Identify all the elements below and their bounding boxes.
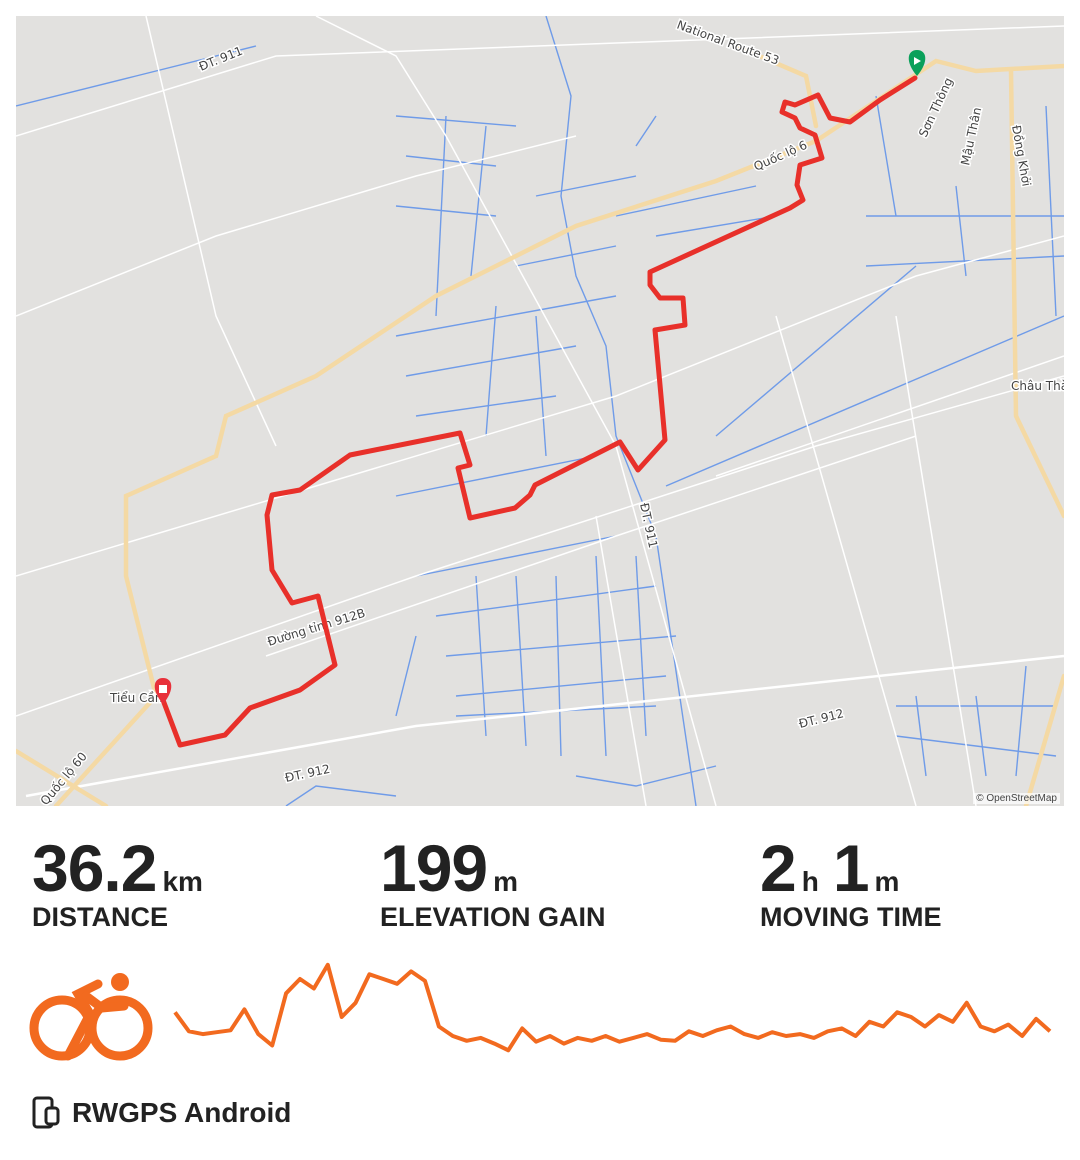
route-line: [160, 75, 918, 748]
canal: [665, 315, 1064, 487]
stat-label: MOVING TIME: [760, 902, 942, 932]
canal: [915, 695, 927, 777]
canal: [395, 635, 417, 717]
stat-unit: h: [801, 866, 819, 897]
stat-value: 36.2: [32, 831, 157, 905]
elevation-line: [173, 962, 1052, 1053]
map-label: ĐT. 912: [797, 706, 845, 731]
cycling-icon: [29, 973, 153, 1061]
device-info: RWGPS Android: [32, 1096, 291, 1130]
canal: [285, 785, 397, 806]
canal: [635, 555, 647, 737]
canal: [16, 45, 257, 107]
canal: [635, 115, 657, 147]
canal: [405, 345, 577, 377]
canal: [435, 585, 657, 617]
canal: [395, 115, 517, 127]
canal: [545, 16, 697, 806]
stat-label: ELEVATION GAIN: [380, 902, 606, 932]
stat-value: 1: [832, 831, 870, 905]
elevation-profile: [173, 962, 1052, 1053]
stat-unit: km: [162, 866, 203, 897]
map-label: ĐT. 911: [197, 44, 245, 74]
canal: [655, 215, 777, 237]
canal: [415, 535, 617, 577]
stat-label: DISTANCE: [32, 902, 169, 932]
waterways: [16, 16, 1064, 806]
map-labels: National Route 53 ĐT. 911 Quốc lộ 6 Sơn …: [36, 16, 1064, 806]
canal: [485, 305, 497, 437]
canal: [445, 635, 677, 657]
canal: [405, 155, 497, 167]
map-label: ĐT. 911: [637, 502, 660, 550]
stat-unit: m: [874, 866, 900, 897]
start-marker[interactable]: [908, 50, 926, 76]
route-map[interactable]: National Route 53 ĐT. 911 Quốc lộ 6 Sơn …: [16, 16, 1064, 806]
canal: [895, 735, 1057, 757]
map-label: Tiểu Cần: [109, 691, 162, 705]
major-roads: [16, 43, 1064, 806]
canal: [555, 575, 562, 757]
map-label: Châu Thà: [1011, 379, 1064, 393]
canal: [615, 185, 757, 217]
stat-distance: 36.2 km DISTANCE: [32, 830, 217, 933]
map-label: Mậu Thân: [958, 106, 984, 167]
canal: [415, 395, 557, 417]
canal: [955, 185, 967, 277]
canal: [470, 125, 487, 277]
stop-icon: [159, 685, 167, 693]
canal: [395, 295, 617, 337]
canal: [535, 315, 547, 457]
map-label: ĐT. 912: [284, 762, 332, 785]
map-canvas: National Route 53 ĐT. 911 Quốc lộ 6 Sơn …: [16, 16, 1064, 806]
map-label: Sơn Thông: [916, 75, 956, 139]
canal: [395, 205, 497, 217]
canal: [475, 575, 487, 737]
canal: [1045, 105, 1057, 317]
canal: [455, 675, 667, 697]
canal: [875, 95, 897, 217]
map-label: National Route 53: [675, 18, 781, 68]
stat-elevation-gain: 199 m ELEVATION GAIN: [380, 830, 606, 933]
canal: [595, 555, 607, 757]
map-attribution[interactable]: © OpenStreetMap: [973, 793, 1060, 804]
canal: [715, 265, 917, 437]
canal: [515, 575, 527, 747]
canal: [395, 455, 597, 497]
canal: [515, 245, 617, 267]
stat-unit: m: [493, 866, 519, 897]
canal: [1015, 665, 1027, 777]
minor-roads: [16, 16, 1064, 806]
canal: [535, 175, 637, 197]
stat-value: 2: [760, 831, 797, 905]
play-icon: [914, 57, 921, 65]
device-name: RWGPS Android: [72, 1097, 292, 1128]
canal: [975, 695, 987, 777]
stat-value: 199: [380, 831, 488, 905]
canal: [435, 115, 447, 317]
end-marker[interactable]: [154, 678, 172, 704]
canal: [575, 765, 717, 787]
phone-watch-icon: [32, 1096, 60, 1129]
